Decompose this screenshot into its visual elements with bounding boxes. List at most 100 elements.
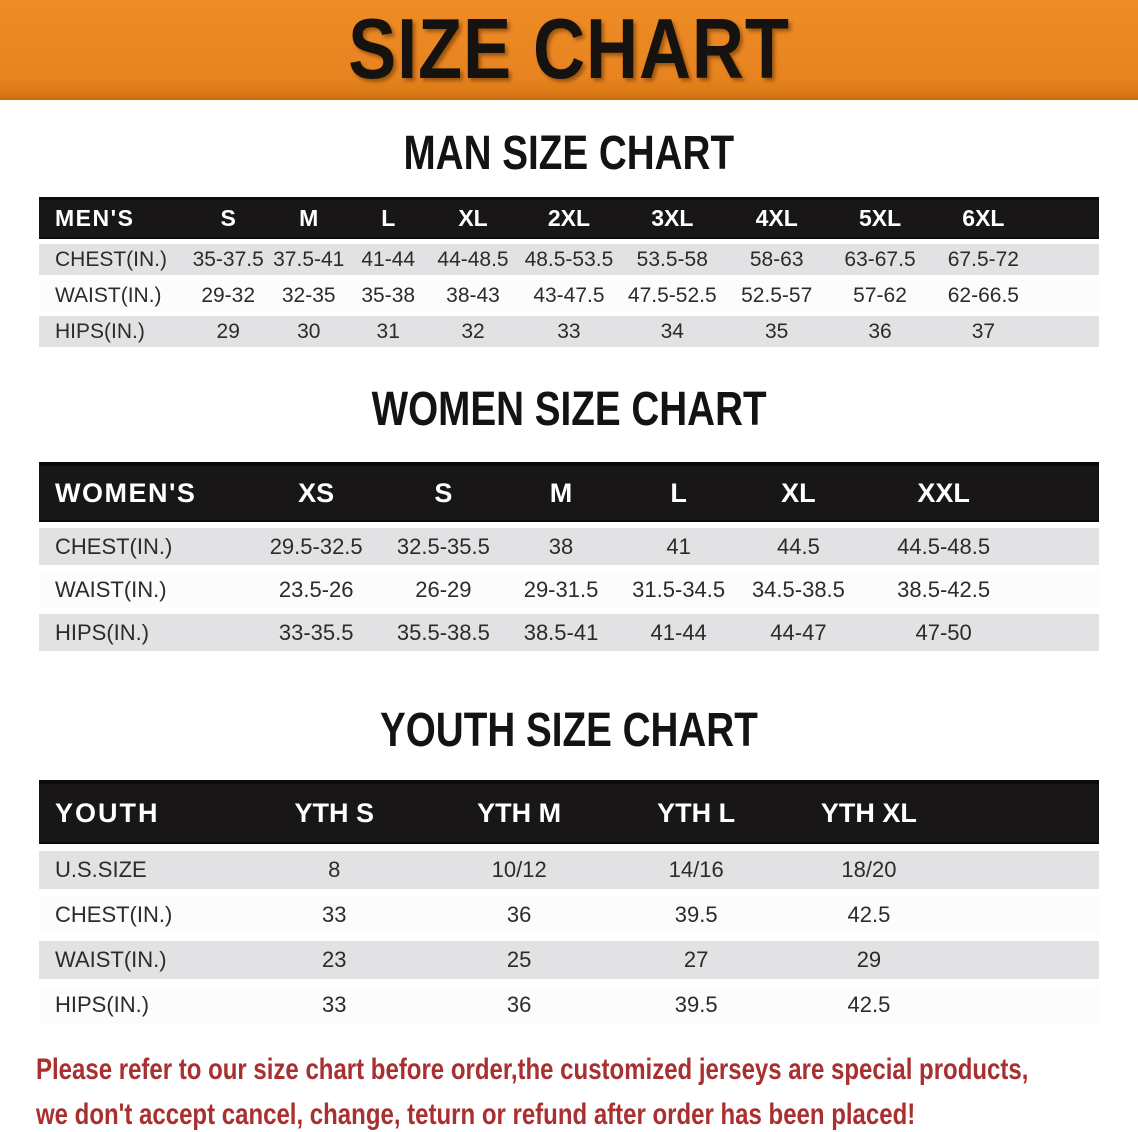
mens-header-row: MEN'S S M L XL 2XL 3XL 4XL 5XL 6XL <box>39 197 1099 239</box>
size-value-cell: 23 <box>321 947 347 972</box>
banner-title: SIZE CHART <box>348 2 790 97</box>
size-value-cell: 38 <box>548 533 574 559</box>
size-value-cell: 47-50 <box>915 619 972 645</box>
size-value-cell: 35.5-38.5 <box>396 619 490 645</box>
women-heading-text: WOMEN SIZE CHART <box>371 380 767 436</box>
size-value-cell: 36 <box>506 992 532 1017</box>
size-value-cell: 42.5 <box>847 992 891 1017</box>
size-value-cell: 29 <box>216 319 240 343</box>
size-value-cell: 26-29 <box>415 576 472 602</box>
mens-col-2xl: 2XL <box>518 197 620 239</box>
filler-cell <box>955 941 1099 979</box>
size-value-cell: 8 <box>328 857 341 882</box>
womens-col-xs: XS <box>248 462 384 522</box>
size-value-cell: 38.5-42.5 <box>897 576 991 602</box>
row-label: CHEST(IN.) <box>55 902 173 927</box>
size-value-cell: 44.5 <box>777 533 820 559</box>
mens-col-6xl: 6XL <box>931 197 1036 239</box>
size-value-cell: 41-44 <box>361 247 416 271</box>
size-value-cell: 44-48.5 <box>437 247 509 271</box>
size-value-cell: 32-35 <box>281 283 336 307</box>
mens-col-s: S <box>187 197 269 239</box>
man-heading-text: MAN SIZE CHART <box>403 124 735 180</box>
mens-col-l: L <box>348 197 428 239</box>
size-value-cell: 39.5 <box>674 902 718 927</box>
size-value-cell: 23.5-26 <box>278 576 354 602</box>
womens-size-table: WOMEN'S XS S M L XL XXL CHEST(IN.) 29.5-… <box>39 456 1099 657</box>
size-value-cell: 44.5-48.5 <box>897 533 991 559</box>
womens-chest-row: CHEST(IN.) 29.5-32.5 32.5-35.5 38 41 44.… <box>39 528 1099 565</box>
size-value-cell: 29 <box>856 947 882 972</box>
size-value-cell: 58-63 <box>749 247 804 271</box>
size-value-cell: 31.5-34.5 <box>632 576 726 602</box>
filler-cell <box>1035 280 1099 311</box>
size-value-cell: 41-44 <box>650 619 707 645</box>
mens-col-m: M <box>269 197 349 239</box>
row-label: HIPS(IN.) <box>55 992 150 1017</box>
youth-size-table: YOUTH YTH S YTH M YTH L YTH XL U.S.SIZE … <box>39 773 1099 1031</box>
size-value-cell: 31 <box>376 319 400 343</box>
row-label: CHEST(IN.) <box>55 533 173 559</box>
size-value-cell: 32.5-35.5 <box>396 533 490 559</box>
size-value-cell: 38.5-41 <box>523 619 599 645</box>
size-value-cell: 39.5 <box>674 992 718 1017</box>
womens-col-xxl: XXL <box>858 462 1029 522</box>
mens-col-3xl: 3XL <box>619 197 725 239</box>
size-value-cell: 42.5 <box>847 902 891 927</box>
size-value-cell: 30 <box>297 319 321 343</box>
mens-col-xl: XL <box>427 197 519 239</box>
disclaimer-line-1: Please refer to our size chart before or… <box>36 1053 1029 1086</box>
size-value-cell: 29.5-32.5 <box>269 533 363 559</box>
size-value-cell: 35-38 <box>361 283 416 307</box>
size-value-cell: 52.5-57 <box>741 283 813 307</box>
disclaimer-text: Please refer to our size chart before or… <box>36 1047 1138 1132</box>
size-value-cell: 38-43 <box>446 283 500 307</box>
youth-section-heading: YOUTH SIZE CHART <box>0 702 1138 757</box>
row-label: HIPS(IN.) <box>55 619 150 645</box>
youth-hips-row: HIPS(IN.) 33 36 39.5 42.5 <box>39 986 1099 1024</box>
youth-col-l: YTH L <box>609 780 784 844</box>
youth-group-label: YOUTH <box>39 780 240 844</box>
filler-cell <box>1035 316 1099 347</box>
youth-col-s: YTH S <box>239 780 430 844</box>
size-value-cell: 37.5-41 <box>273 247 345 271</box>
filler-cell <box>1035 244 1099 275</box>
man-section-heading: MAN SIZE CHART <box>0 124 1138 180</box>
size-value-cell: 32 <box>461 319 485 343</box>
youth-chest-row: CHEST(IN.) 33 36 39.5 42.5 <box>39 896 1099 934</box>
size-value-cell: 41 <box>666 533 691 559</box>
filler-cell <box>954 780 1099 844</box>
mens-size-table: MEN'S S M L XL 2XL 3XL 4XL 5XL 6XL CHEST… <box>39 192 1099 352</box>
size-value-cell: 47.5-52.5 <box>627 283 717 307</box>
size-value-cell: 33 <box>557 319 581 343</box>
size-value-cell: 34.5-38.5 <box>751 576 845 602</box>
mens-col-5xl: 5XL <box>828 197 932 239</box>
size-value-cell: 67.5-72 <box>947 247 1019 271</box>
size-value-cell: 27 <box>683 947 709 972</box>
filler-cell <box>1029 614 1099 651</box>
womens-hips-row: HIPS(IN.) 33-35.5 35.5-38.5 38.5-41 41-4… <box>39 614 1099 651</box>
womens-col-s: S <box>383 462 504 522</box>
youth-col-m: YTH M <box>429 780 610 844</box>
youth-col-xl: YTH XL <box>783 780 955 844</box>
mens-chest-row: CHEST(IN.) 35-37.5 37.5-41 41-44 44-48.5… <box>39 244 1099 275</box>
womens-header-row: WOMEN'S XS S M L XL XXL <box>39 462 1099 522</box>
youth-ussize-row: U.S.SIZE 8 10/12 14/16 18/20 <box>39 851 1099 889</box>
row-label: U.S.SIZE <box>55 857 147 882</box>
size-value-cell: 33 <box>321 902 347 927</box>
youth-waist-row: WAIST(IN.) 23 25 27 29 <box>39 941 1099 979</box>
size-value-cell: 33 <box>321 992 347 1017</box>
filler-cell <box>1028 462 1099 522</box>
size-value-cell: 34 <box>660 319 684 343</box>
mens-hips-row: HIPS(IN.) 29 30 31 32 33 34 35 36 37 <box>39 316 1099 347</box>
size-value-cell: 36 <box>506 902 532 927</box>
womens-group-label: WOMEN'S <box>39 462 249 522</box>
filler-cell <box>1029 528 1099 565</box>
womens-col-l: L <box>618 462 739 522</box>
size-value-cell: 43-47.5 <box>533 283 605 307</box>
womens-col-m: M <box>503 462 619 522</box>
women-section-heading: WOMEN SIZE CHART <box>0 380 1138 436</box>
size-value-cell: 18/20 <box>841 857 897 882</box>
size-value-cell: 48.5-53.5 <box>524 247 614 271</box>
size-value-cell: 14/16 <box>668 857 724 882</box>
